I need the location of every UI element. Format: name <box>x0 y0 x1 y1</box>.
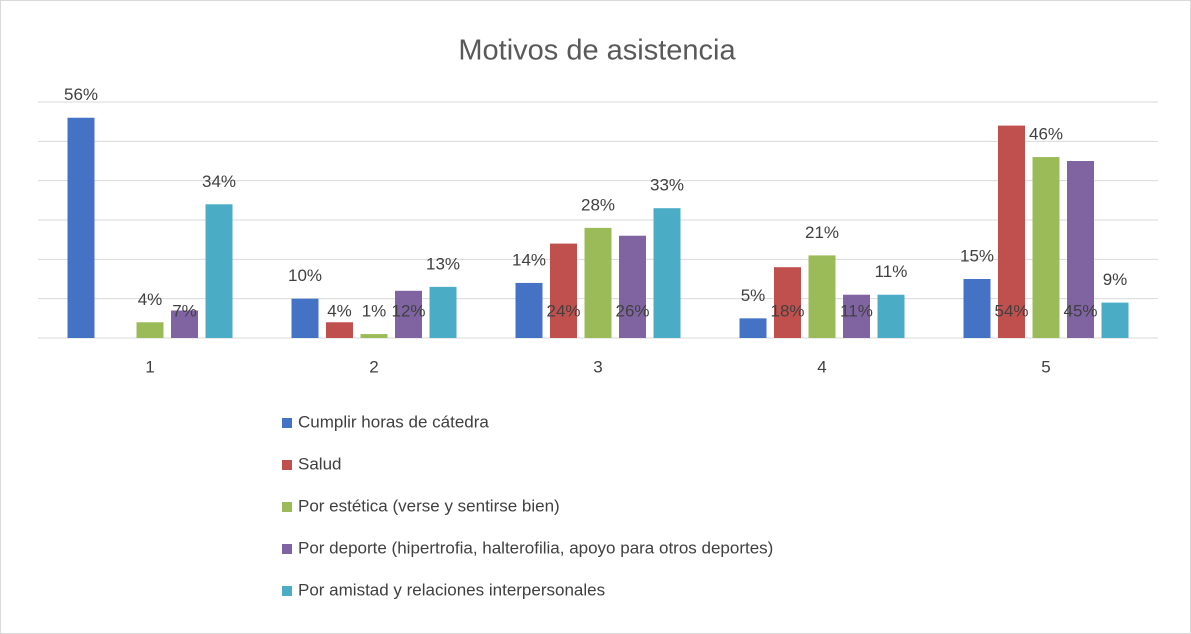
bar <box>550 243 577 338</box>
data-label: 4% <box>327 301 352 320</box>
data-label: 13% <box>426 254 460 273</box>
bar <box>291 298 319 338</box>
data-label: 34% <box>202 172 236 191</box>
data-label: 1% <box>362 302 387 321</box>
x-tick-label: 5 <box>1041 357 1050 376</box>
legend-label: Por deporte (hipertrofia, halterofilia, … <box>298 538 773 557</box>
data-label: 7% <box>172 301 197 320</box>
bar <box>1067 161 1094 338</box>
bar <box>963 279 991 338</box>
bar <box>171 310 198 338</box>
data-label: 14% <box>512 250 546 269</box>
legend-swatch <box>282 460 292 470</box>
bar <box>1032 157 1060 338</box>
bar <box>774 267 801 338</box>
data-label: 10% <box>288 266 322 285</box>
chart-title: Motivos de asistencia <box>458 35 736 67</box>
legend-swatch <box>282 418 292 428</box>
data-label: 56% <box>64 85 98 104</box>
data-label: 4% <box>138 290 163 309</box>
bar <box>205 204 233 338</box>
data-label: 46% <box>1029 125 1063 144</box>
data-label: 15% <box>960 246 994 265</box>
data-label: 28% <box>581 195 615 214</box>
data-label: 54% <box>994 301 1028 320</box>
bar <box>843 294 870 338</box>
bar <box>360 334 388 338</box>
data-label: 21% <box>805 223 839 242</box>
bar <box>739 318 767 338</box>
bar <box>1101 302 1129 338</box>
bar <box>808 255 836 338</box>
x-tick-label: 3 <box>593 357 602 376</box>
bar <box>429 286 457 338</box>
legend-label: Por amistad y relaciones interpersonales <box>298 580 605 599</box>
bar <box>395 290 422 338</box>
bar <box>67 117 95 338</box>
data-label: 45% <box>1063 301 1097 320</box>
legend-label: Cumplir horas de cátedra <box>298 412 489 431</box>
x-tick-label: 4 <box>817 357 826 376</box>
data-label: 11% <box>875 262 908 281</box>
data-label: 26% <box>615 301 649 320</box>
bar <box>326 322 353 338</box>
legend-label: Salud <box>298 454 341 473</box>
bar <box>515 282 543 338</box>
legend-swatch <box>282 502 292 512</box>
bar <box>653 208 681 338</box>
data-label: 5% <box>741 286 766 305</box>
data-label: 18% <box>770 301 804 320</box>
bar <box>877 294 905 338</box>
x-tick-label: 2 <box>369 357 378 376</box>
data-label: 33% <box>650 176 684 195</box>
bar <box>136 322 164 338</box>
data-label: 9% <box>1103 270 1128 289</box>
legend-swatch <box>282 586 292 596</box>
bar <box>619 235 646 338</box>
bar <box>998 125 1025 338</box>
data-label: 24% <box>546 301 580 320</box>
x-tick-label: 1 <box>145 357 154 376</box>
legend-label: Por estética (verse y sentirse bien) <box>298 496 560 515</box>
legend-swatch <box>282 544 292 554</box>
data-label: 11% <box>840 301 873 320</box>
data-label: 12% <box>391 301 425 320</box>
bar <box>584 227 612 338</box>
